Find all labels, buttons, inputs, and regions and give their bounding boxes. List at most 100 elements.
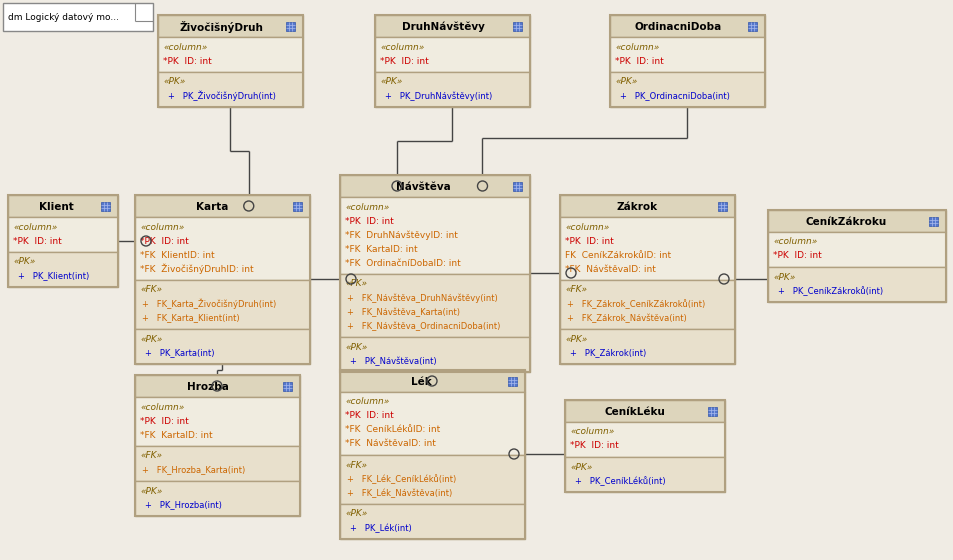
Text: +   FK_Karta_ŽivočišnýDruh(int): + FK_Karta_ŽivočišnýDruh(int) [142, 298, 276, 309]
Text: +   PK_OrdinacniDoba(int): + PK_OrdinacniDoba(int) [619, 91, 729, 100]
Text: +   FK_Lék_CeníkLéků(int): + FK_Lék_CeníkLéků(int) [347, 474, 456, 484]
Text: «PK»: «PK» [772, 273, 795, 282]
Bar [559, 329, 734, 364]
Bar [101, 202, 110, 211]
Text: *PK  ID: int: *PK ID: int [163, 57, 212, 66]
Text: «column»: «column» [379, 43, 424, 52]
Bar [707, 407, 717, 416]
Text: +   FK_Lék_Návštěva(int): + FK_Lék_Návštěva(int) [347, 488, 452, 498]
Text: *PK  ID: int: *PK ID: int [615, 57, 663, 66]
Text: +   FK_Návštěva_DruhNávštěvy(int): + FK_Návštěva_DruhNávštěvy(int) [347, 293, 497, 303]
Bar [507, 377, 517, 386]
Bar [158, 72, 303, 107]
Text: *FK  ŽivočišnýDruhID: int: *FK ŽivočišnýDruhID: int [140, 264, 253, 274]
Bar [339, 337, 530, 372]
Text: +   PK_DruhNávštěvy(int): + PK_DruhNávštěvy(int) [385, 91, 492, 101]
Bar [135, 280, 310, 329]
Bar [135, 375, 299, 516]
Bar [375, 37, 530, 72]
Text: Klient: Klient [39, 202, 73, 212]
Text: Hrozba: Hrozba [187, 382, 229, 392]
Bar [135, 481, 299, 516]
Text: «PK»: «PK» [615, 77, 637, 86]
Bar [8, 195, 118, 287]
Text: «column»: «column» [140, 403, 184, 412]
Text: «PK»: «PK» [345, 343, 367, 352]
Bar [339, 175, 530, 197]
Text: +   PK_ŽivočišnýDruh(int): + PK_ŽivočišnýDruh(int) [168, 91, 275, 101]
Bar [767, 267, 945, 302]
Text: +   FK_Návštěva_OrdinacniDoba(int): + FK_Návštěva_OrdinacniDoba(int) [347, 321, 500, 331]
Bar [559, 195, 734, 364]
Text: *PK  ID: int: *PK ID: int [379, 57, 428, 66]
Bar [135, 217, 310, 280]
Text: «column»: «column» [564, 222, 609, 231]
Text: +   PK_Klient(int): + PK_Klient(int) [18, 272, 90, 281]
Bar [158, 37, 303, 72]
Text: *FK  NávštěvaID: int: *FK NávštěvaID: int [345, 440, 436, 449]
Bar [293, 202, 302, 211]
Bar [609, 15, 764, 37]
Bar [8, 195, 118, 217]
Text: «PK»: «PK» [13, 258, 35, 267]
Bar [928, 217, 937, 226]
Bar [135, 195, 310, 217]
Bar [375, 15, 530, 107]
Text: *FK  OrdinačníDobaID: int: *FK OrdinačníDobaID: int [345, 259, 460, 268]
Text: dm Logický datový mo...: dm Logický datový mo... [8, 13, 119, 22]
Bar [135, 329, 310, 364]
Bar [339, 175, 530, 372]
Bar [559, 217, 734, 280]
Text: +   FK_Karta_Klient(int): + FK_Karta_Klient(int) [142, 314, 239, 323]
Bar [767, 232, 945, 267]
Text: «FK»: «FK» [345, 460, 367, 469]
Text: *FK  DruhNávštěvyID: int: *FK DruhNávštěvyID: int [345, 230, 457, 240]
Bar [286, 22, 294, 31]
Bar [339, 370, 524, 539]
Text: *PK  ID: int: *PK ID: int [13, 236, 62, 245]
Text: *FK  NávštěvaID: int: *FK NávštěvaID: int [564, 264, 655, 273]
Text: «FK»: «FK» [345, 279, 367, 288]
Bar [747, 22, 757, 31]
Text: +   PK_Hrozba(int): + PK_Hrozba(int) [145, 501, 222, 510]
Text: +   PK_Zákrok(int): + PK_Zákrok(int) [569, 348, 645, 357]
Text: CeníkZákroku: CeníkZákroku [805, 217, 886, 227]
Text: *PK  ID: int: *PK ID: int [345, 412, 394, 421]
Bar [3, 3, 152, 31]
Text: CeníkLéku: CeníkLéku [604, 407, 665, 417]
Bar [339, 455, 524, 504]
Text: «column»: «column» [140, 222, 184, 231]
Bar [135, 375, 299, 397]
Bar [375, 72, 530, 107]
Text: «PK»: «PK» [379, 77, 402, 86]
Text: *PK  ID: int: *PK ID: int [772, 251, 821, 260]
Text: «PK»: «PK» [163, 77, 185, 86]
Text: *FK  KartaID: int: *FK KartaID: int [345, 245, 417, 254]
Text: +   PK_CeníkZákroků(int): + PK_CeníkZákroků(int) [778, 286, 882, 296]
Bar [283, 382, 292, 391]
Text: +   FK_Návštěva_Karta(int): + FK_Návštěva_Karta(int) [347, 307, 459, 317]
Text: +   PK_Lék(int): + PK_Lék(int) [350, 523, 412, 533]
Text: FK  CeníkZákrokůID: int: FK CeníkZákrokůID: int [564, 250, 670, 259]
Bar [135, 446, 299, 481]
Text: «FK»: «FK» [140, 451, 162, 460]
Bar [158, 15, 303, 37]
Text: *PK  ID: int: *PK ID: int [564, 236, 613, 245]
Bar [339, 274, 530, 337]
Text: «column»: «column» [345, 398, 389, 407]
Bar [339, 197, 530, 274]
Bar [564, 422, 724, 457]
Text: OrdinacniDoba: OrdinacniDoba [634, 22, 721, 32]
Bar [564, 400, 724, 492]
Bar [135, 397, 299, 446]
Text: «FK»: «FK» [140, 286, 162, 295]
Text: +   PK_CeníkLéků(int): + PK_CeníkLéků(int) [575, 476, 665, 486]
Bar [339, 504, 524, 539]
Bar [559, 195, 734, 217]
Text: «column»: «column» [345, 203, 389, 212]
Text: +   PK_Návštěva(int): + PK_Návštěva(int) [350, 356, 436, 366]
Text: «PK»: «PK» [569, 463, 592, 472]
Text: *PK  ID: int: *PK ID: int [140, 417, 189, 426]
Text: +   FK_Zákrok_CeníkZákroků(int): + FK_Zákrok_CeníkZákroků(int) [566, 299, 704, 309]
Text: ŽivočišnýDruh: ŽivočišnýDruh [180, 21, 263, 33]
